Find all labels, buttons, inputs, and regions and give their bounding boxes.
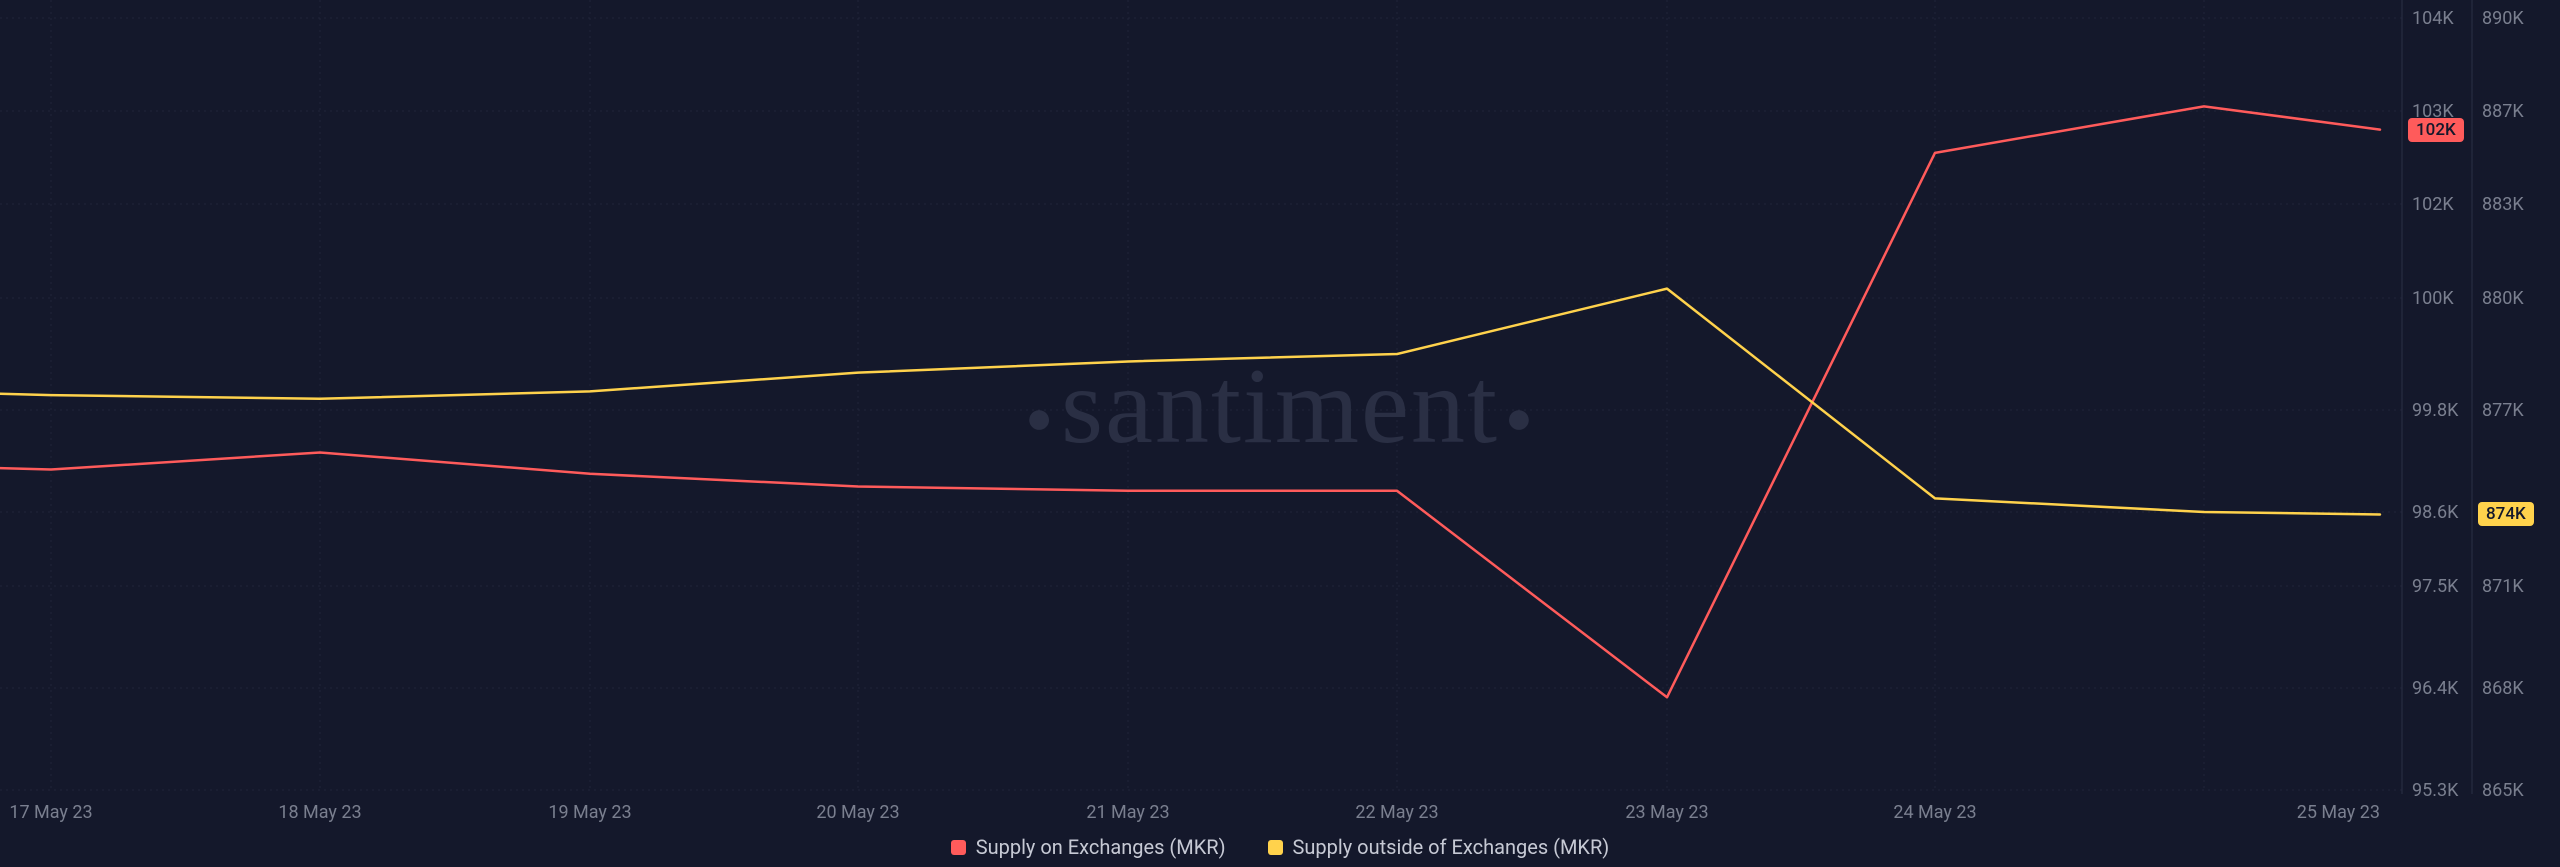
chart-svg[interactable]: 95.3K96.4K97.5K98.6K99.8K100K102K103K104… [0,0,2560,867]
svg-text:868K: 868K [2482,678,2524,699]
svg-text:95.3K: 95.3K [2412,780,2459,801]
svg-text:871K: 871K [2482,576,2524,597]
legend-item-supply-outside-exchanges[interactable]: Supply outside of Exchanges (MKR) [1268,835,1610,859]
legend-swatch [951,840,966,855]
value-badge-supply-on-exchanges: 102K [2408,118,2464,142]
svg-text:887K: 887K [2482,101,2524,122]
legend-label: Supply on Exchanges (MKR) [976,835,1226,859]
svg-text:24 May 23: 24 May 23 [1893,802,1976,823]
svg-text:20 May 23: 20 May 23 [816,802,899,823]
svg-text:18 May 23: 18 May 23 [278,802,361,823]
legend: Supply on Exchanges (MKR) Supply outside… [0,835,2560,859]
svg-text:98.6K: 98.6K [2412,502,2459,523]
chart-container: 95.3K96.4K97.5K98.6K99.8K100K102K103K104… [0,0,2560,867]
svg-text:96.4K: 96.4K [2412,678,2459,699]
legend-label: Supply outside of Exchanges (MKR) [1293,835,1610,859]
legend-item-supply-on-exchanges[interactable]: Supply on Exchanges (MKR) [951,835,1226,859]
value-badge-supply-outside-exchanges: 874K [2478,502,2534,526]
svg-text:22 May 23: 22 May 23 [1355,802,1438,823]
svg-text:25 May 23: 25 May 23 [2297,802,2380,823]
svg-text:104K: 104K [2412,8,2454,29]
svg-text:865K: 865K [2482,780,2524,801]
svg-text:100K: 100K [2412,288,2454,309]
svg-text:99.8K: 99.8K [2412,400,2459,421]
svg-text:877K: 877K [2482,400,2524,421]
svg-text:102K: 102K [2412,194,2454,215]
svg-text:883K: 883K [2482,194,2524,215]
svg-text:19 May 23: 19 May 23 [548,802,631,823]
svg-text:97.5K: 97.5K [2412,576,2459,597]
svg-text:890K: 890K [2482,8,2524,29]
svg-text:880K: 880K [2482,288,2524,309]
svg-text:23 May 23: 23 May 23 [1625,802,1708,823]
svg-text:17 May 23: 17 May 23 [9,802,92,823]
svg-text:21 May 23: 21 May 23 [1086,802,1169,823]
legend-swatch [1268,840,1283,855]
